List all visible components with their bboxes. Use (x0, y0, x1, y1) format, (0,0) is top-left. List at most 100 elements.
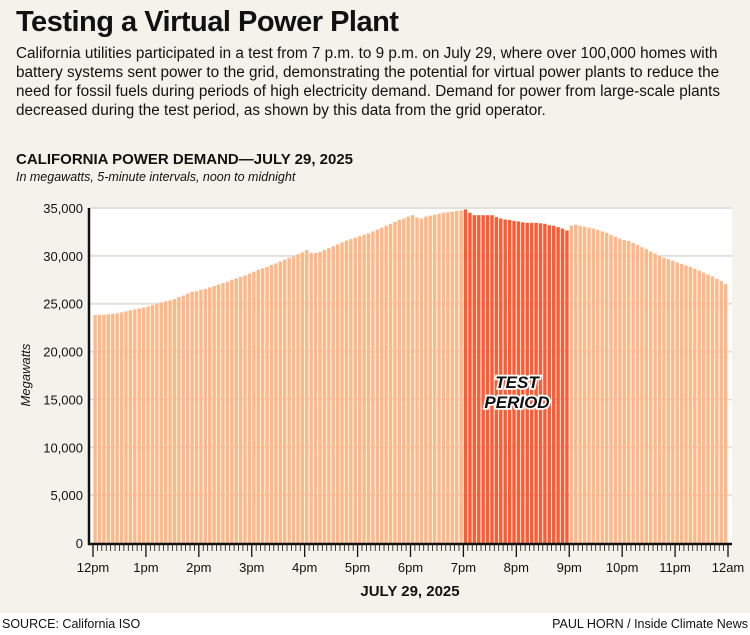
x-axis-label: JULY 29, 2025 (360, 583, 459, 600)
y-axis-label: Megawatts (18, 343, 33, 406)
bar (221, 283, 225, 543)
bar-test-period (538, 223, 543, 543)
bar (402, 218, 406, 543)
bar-test-period (543, 223, 547, 544)
bar (366, 233, 371, 544)
bar (300, 252, 305, 543)
bar (591, 228, 596, 543)
bar (622, 240, 626, 543)
bar (335, 244, 340, 543)
bar (331, 246, 335, 544)
bar-test-period (565, 230, 569, 544)
bar-test-period (494, 217, 499, 543)
bar (424, 216, 428, 544)
x-tick-label: 1pm (133, 560, 158, 575)
bar (287, 257, 291, 543)
bar (675, 262, 679, 543)
bar (455, 210, 459, 543)
bar (380, 227, 384, 543)
bar (124, 311, 128, 543)
bar (155, 303, 159, 543)
x-tick-label: 6pm (398, 560, 423, 575)
bar-test-period (521, 222, 525, 544)
x-tick-label: 4pm (292, 560, 317, 575)
bar (679, 263, 684, 543)
bar (688, 266, 693, 543)
bar-test-period (552, 225, 556, 543)
bar (406, 216, 410, 544)
bar (296, 254, 300, 544)
bar (199, 289, 203, 543)
description: California utilities participated in a t… (16, 45, 721, 119)
y-tick-label: 20,000 (43, 345, 83, 360)
bar (349, 239, 353, 544)
bar (715, 278, 719, 543)
bar-test-period (529, 222, 534, 543)
bar (305, 250, 309, 544)
y-tick-label: 25,000 (43, 297, 83, 312)
bar (397, 219, 402, 543)
bar (375, 229, 380, 544)
bar (111, 313, 115, 543)
y-tick-label: 10,000 (43, 440, 83, 455)
footer: SOURCE: California ISO PAUL HORN / Insid… (0, 613, 750, 635)
bar (719, 281, 723, 543)
bar (437, 213, 441, 544)
bar (662, 257, 666, 543)
x-tick-label: 10pm (606, 560, 639, 575)
bar (640, 247, 644, 544)
bar (723, 284, 728, 543)
bar (578, 225, 582, 543)
annotation-line-2: PERIOD (484, 393, 549, 412)
bar (393, 221, 397, 543)
bar-test-period (485, 215, 490, 543)
bar (177, 297, 181, 543)
bar (133, 309, 137, 543)
bar-test-period (481, 215, 485, 543)
bar (569, 225, 574, 543)
x-tick-label: 11pm (659, 560, 691, 575)
page-title: Testing a Virtual Power Plant (16, 6, 399, 38)
x-tick-label: 8pm (504, 560, 529, 575)
bar (613, 236, 618, 543)
chart-title: CALIFORNIA POWER DEMAND—JULY 29, 2025 (16, 151, 354, 168)
bar (600, 231, 604, 543)
y-tick-label: 5,000 (50, 488, 83, 503)
bar (450, 211, 454, 543)
bar (604, 232, 609, 543)
x-tick-label: 3pm (239, 560, 264, 575)
bar (97, 314, 102, 543)
bar (247, 273, 252, 543)
bar (106, 314, 111, 543)
bar (574, 224, 578, 543)
bar-test-period (463, 209, 468, 543)
bar (459, 210, 463, 543)
bar (291, 256, 296, 543)
bar (260, 268, 265, 543)
bar (344, 240, 349, 544)
bar (657, 255, 662, 544)
bar (353, 237, 357, 544)
bar (172, 298, 177, 543)
bar (212, 286, 216, 543)
x-tick-label: 2pm (186, 560, 211, 575)
bar (230, 279, 234, 543)
bar-test-period (547, 225, 552, 544)
power-demand-chart: 0 5,000 10,000 15,000 20,000 25,000 30,000 35,0… (18, 201, 744, 600)
y-tick-label: 35,000 (43, 201, 83, 216)
bar (309, 252, 313, 544)
bar (697, 270, 701, 543)
bar (362, 234, 366, 544)
bar (684, 265, 688, 543)
bar (357, 236, 362, 544)
bar (225, 281, 230, 543)
bar (102, 314, 106, 543)
bar (671, 260, 675, 543)
bar (371, 231, 375, 543)
bar (163, 301, 168, 543)
bar (181, 295, 185, 543)
bar (190, 291, 194, 543)
bar-test-period (477, 215, 481, 543)
bar (238, 276, 243, 543)
bar (706, 274, 710, 543)
